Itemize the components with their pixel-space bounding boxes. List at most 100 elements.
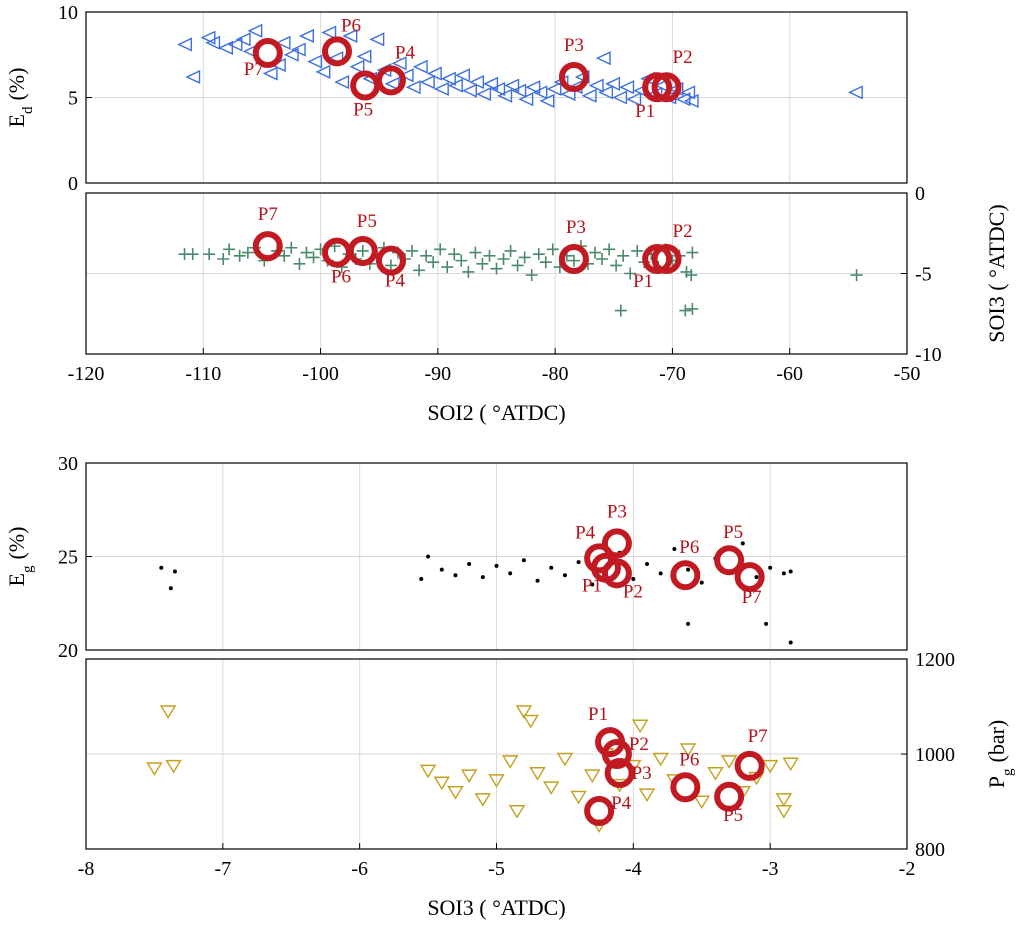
data-point [686,302,699,315]
highlight-circle-p7 [252,38,283,69]
data-point [453,573,458,578]
data-point [342,28,358,43]
highlight-label-p5: P5 [723,805,743,826]
highlight-circle-p7 [252,231,283,262]
highlight-circle-p5 [714,781,745,812]
data-point [159,565,164,570]
highlight-circle-p2 [601,558,632,589]
data-point [275,35,291,50]
data-point [539,256,552,269]
highlight-circle-p5 [347,235,378,266]
y-axis-label-main: E [4,114,29,127]
highlight-circle-p2 [601,739,632,769]
data-point [440,71,456,86]
data-point [740,541,745,546]
data-point [680,85,696,100]
data-point [754,575,759,580]
data-point [334,75,350,90]
data-point [614,304,627,317]
data-point [384,76,400,91]
highlight-label-p5: P5 [353,100,373,121]
highlight-circle-p6 [670,560,701,591]
highlight-label-p4: P4 [395,42,416,63]
y-tick-label: 0 [915,183,925,205]
x-tick-label: -4 [625,858,642,880]
highlight-circle-p1 [642,244,673,275]
highlight-label-p1: P1 [635,101,655,122]
y-axis-label-main: P [984,776,1009,788]
data-point [589,246,602,259]
data-point [619,80,635,95]
data-point [525,80,541,95]
data-point [570,790,587,805]
highlight-circle-p4 [584,796,615,826]
y-axis-label-subscript: g [1000,768,1016,776]
data-point [658,571,663,576]
highlight-circle-p5 [714,545,745,576]
data-point [168,586,173,591]
data-point [532,248,545,261]
data-point [307,251,320,264]
data-point [672,547,677,552]
data-point [419,764,437,779]
data-point [483,76,499,91]
data-point [426,66,442,81]
highlight-label-p4: P4 [385,271,406,292]
data-point [501,755,519,769]
chart-panel-bottom-upper: 20 25 30 Eg (%) P4 P3 P1 P2 P6 P5 P7 [4,453,908,662]
data-point [525,269,538,282]
data-point [177,37,192,52]
x-tick-label: -3 [762,858,779,880]
highlight-circle-p4 [375,65,406,96]
data-point [788,569,793,574]
y-tick-label: -5 [915,264,932,286]
data-point [645,561,650,566]
y-tick-label: -10 [915,344,942,366]
data-point [546,243,559,256]
data-point [626,92,642,107]
data-point [447,78,463,93]
highlight-label-p3: P3 [564,35,584,56]
x-tick-label: -5 [488,858,505,880]
data-point [652,752,669,767]
y-axis-label-main: E [4,573,29,586]
highlight-circle-p3 [558,61,589,92]
data-point [590,582,595,587]
data-point [369,32,385,47]
data-point [508,571,513,576]
highlight-label-p5: P5 [723,522,743,543]
chart-panel-top-upper: 0 5 10 Ed (%) P7 P6 P5 P4 P3 P1 P2 [4,2,908,195]
data-point [532,85,548,100]
highlight-label-p2: P2 [673,47,693,68]
data-point [497,88,513,103]
data-point [598,85,614,100]
highlight-label-p3: P3 [632,763,652,784]
highlight-label-p7: P7 [742,587,762,608]
data-point [546,81,562,97]
data-point [233,249,246,262]
data-point [483,249,496,262]
data-point [391,56,407,71]
data-point [203,248,216,261]
data-point [217,253,230,266]
data-point [781,571,786,576]
y-tick-label: 25 [58,547,78,569]
data-point [782,757,799,772]
y-axis-label: SOI3 ( °ATDC) [984,204,1009,342]
highlight-label-p7: P7 [244,59,264,80]
highlight-label-p7: P7 [258,204,278,225]
data-point [638,788,656,803]
data-point [686,246,699,259]
data-point [474,793,492,807]
data-point [227,37,243,52]
data-point [441,261,454,274]
data-point [567,254,580,267]
data-point [186,248,199,261]
data-point [405,80,421,95]
data-point [612,90,628,105]
data-point [603,243,616,256]
y-axis-label-unit: (%) [4,68,29,101]
data-point [419,576,424,581]
